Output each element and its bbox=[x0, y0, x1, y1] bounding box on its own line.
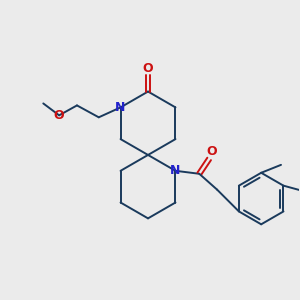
Text: O: O bbox=[207, 146, 218, 158]
Text: N: N bbox=[116, 101, 126, 114]
Text: N: N bbox=[170, 164, 181, 177]
Text: O: O bbox=[54, 109, 64, 122]
Text: O: O bbox=[143, 62, 153, 75]
